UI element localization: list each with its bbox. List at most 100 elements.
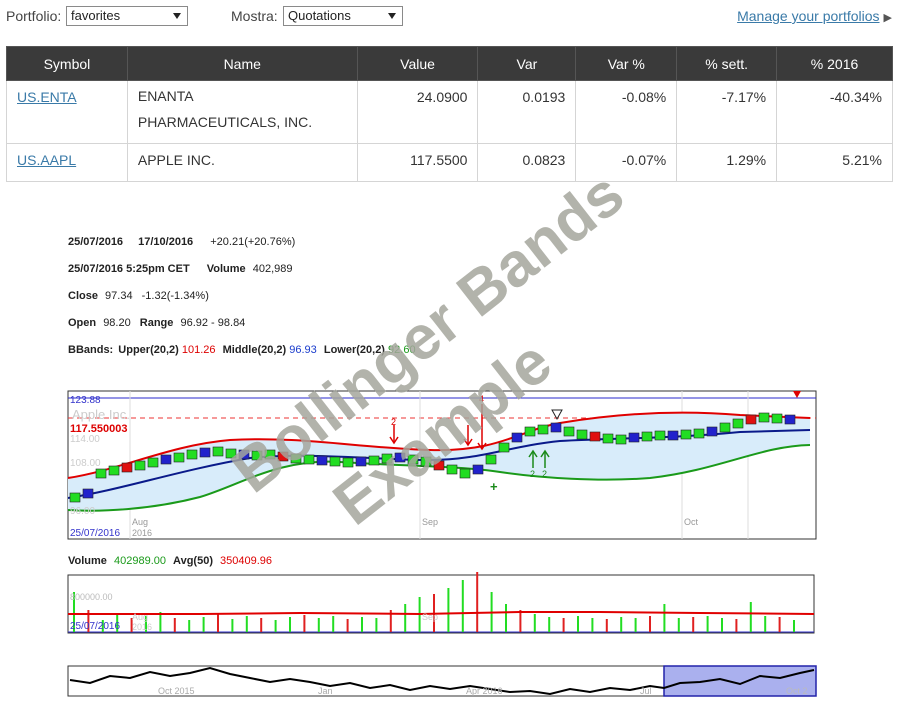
portfolio-select-value: favorites [71,8,121,23]
quotes-table: Symbol Name Value Var Var % % sett. % 20… [6,46,893,182]
candle [628,432,640,443]
candle [355,456,367,467]
period-change: +20.21(+20.76%) [210,236,296,248]
candle [576,429,588,440]
volume-legend-label: Volume [68,555,107,567]
var-cell: 0.0193 [477,80,577,144]
portfolio-select[interactable]: favorites [66,6,188,26]
candle [199,447,211,458]
name-cell: APPLE INC. [126,143,358,182]
candle [680,429,692,440]
candle [693,428,705,439]
close-label: Close [68,290,98,302]
candle [602,433,614,444]
navigator-selection[interactable] [663,665,817,697]
candle [251,450,263,461]
candle [745,414,757,425]
x-label: Jul [640,686,652,696]
arrow-head-icon [389,436,399,445]
volume-label: Volume [206,263,246,275]
plus-marker: + [490,479,498,494]
candle [784,414,796,425]
column-header-name[interactable]: Name [126,46,358,81]
datetime: 25/07/2016 5:25pm CET [68,263,190,275]
value-cell: 117.5500 [356,143,479,182]
candle [472,464,484,475]
triangle-right-icon: ▶ [883,12,892,24]
candle [69,492,81,503]
signal-label: 4 [479,394,484,404]
volume-legend: Volume 402989.00 Avg(50) 350409.96 [68,555,272,567]
table-header-row: Symbol Name Value Var Var % % sett. % 20… [6,46,893,81]
candle [264,449,276,460]
close-value: 97.34 [105,290,133,302]
x-label: 2016 [132,528,152,538]
candle [381,453,393,464]
candle [394,452,406,463]
upper-band-line [67,411,811,479]
signal-arrows: 2 4 2 2 + [389,391,801,494]
candle [290,453,302,464]
candle [563,426,575,437]
candle [238,449,250,460]
name-line: ENANTA [137,88,194,104]
volume-start-date: 25/07/2016 [70,621,120,632]
candle [654,430,666,441]
chevron-down-icon [388,13,396,19]
mostra-select[interactable]: Quotations [283,6,403,26]
var-pct-cell: -0.08% [575,80,678,144]
x-label: Oct [684,517,699,527]
close-change: -1.32(-1.34%) [141,290,209,302]
candle [732,418,744,429]
candle [329,456,341,467]
candle [485,454,497,465]
symbol-cell: US.AAPL [6,143,128,182]
candle [550,422,562,433]
candle [134,460,146,471]
symbol-link[interactable]: US.ENTA [17,89,77,105]
candle [641,431,653,442]
info-date-range: 25/07/2016 17/10/2016 +20.21(+20.76%) [68,236,295,248]
y-tick-108: 108.00 [70,458,101,469]
column-header-2016[interactable]: % 2016 [776,46,893,81]
candle [225,448,237,459]
manage-portfolios-link[interactable]: Manage your portfolios ▶ [737,8,892,24]
mostra-select-value: Quotations [288,8,351,23]
x-label: 2016 [132,622,152,632]
name-cell: ENANTA PHARMACEUTICALS, INC. [126,80,358,144]
mostra-label: Mostra: [231,8,278,24]
column-header-value[interactable]: Value [356,46,479,81]
y2016-cell: -40.34% [776,80,893,144]
column-header-symbol[interactable]: Symbol [6,46,128,81]
navigator-line [69,666,815,696]
candle [303,454,315,465]
column-header-var-pct[interactable]: Var % [575,46,678,81]
info-datetime: 25/07/2016 5:25pm CET Volume 402,989 [68,263,293,275]
var-cell: 0.0823 [477,143,577,182]
upper-label: Upper(20,2) [118,344,179,356]
x-label: Apr 2016 [466,686,503,696]
arrow-head-icon [528,449,538,458]
range-value: 96.92 - 98.84 [180,317,246,329]
x-label: Oct 2 [786,686,808,696]
triangle-down-outline-icon [551,409,563,421]
start-date-label: 25/07/2016 [70,528,120,539]
candle [160,454,172,465]
volume-chart-frame [67,574,815,634]
range-label: Range [139,317,174,329]
y-tick-114: 114.00 [70,434,100,445]
lower-value: 92.60 [388,344,416,356]
symbol-link[interactable]: US.AAPL [17,152,77,168]
candle [108,465,120,476]
candle [420,456,432,467]
chevron-down-icon [173,13,181,19]
candle [498,442,510,453]
y2016-cell: 5.21% [776,143,893,182]
x-label: Aug [132,612,148,622]
column-header-var[interactable]: Var [477,46,577,81]
manage-portfolios-label: Manage your portfolios [737,8,880,24]
candle [342,457,354,468]
x-label: Sep [422,517,438,527]
signal-label: 2 [530,469,535,479]
